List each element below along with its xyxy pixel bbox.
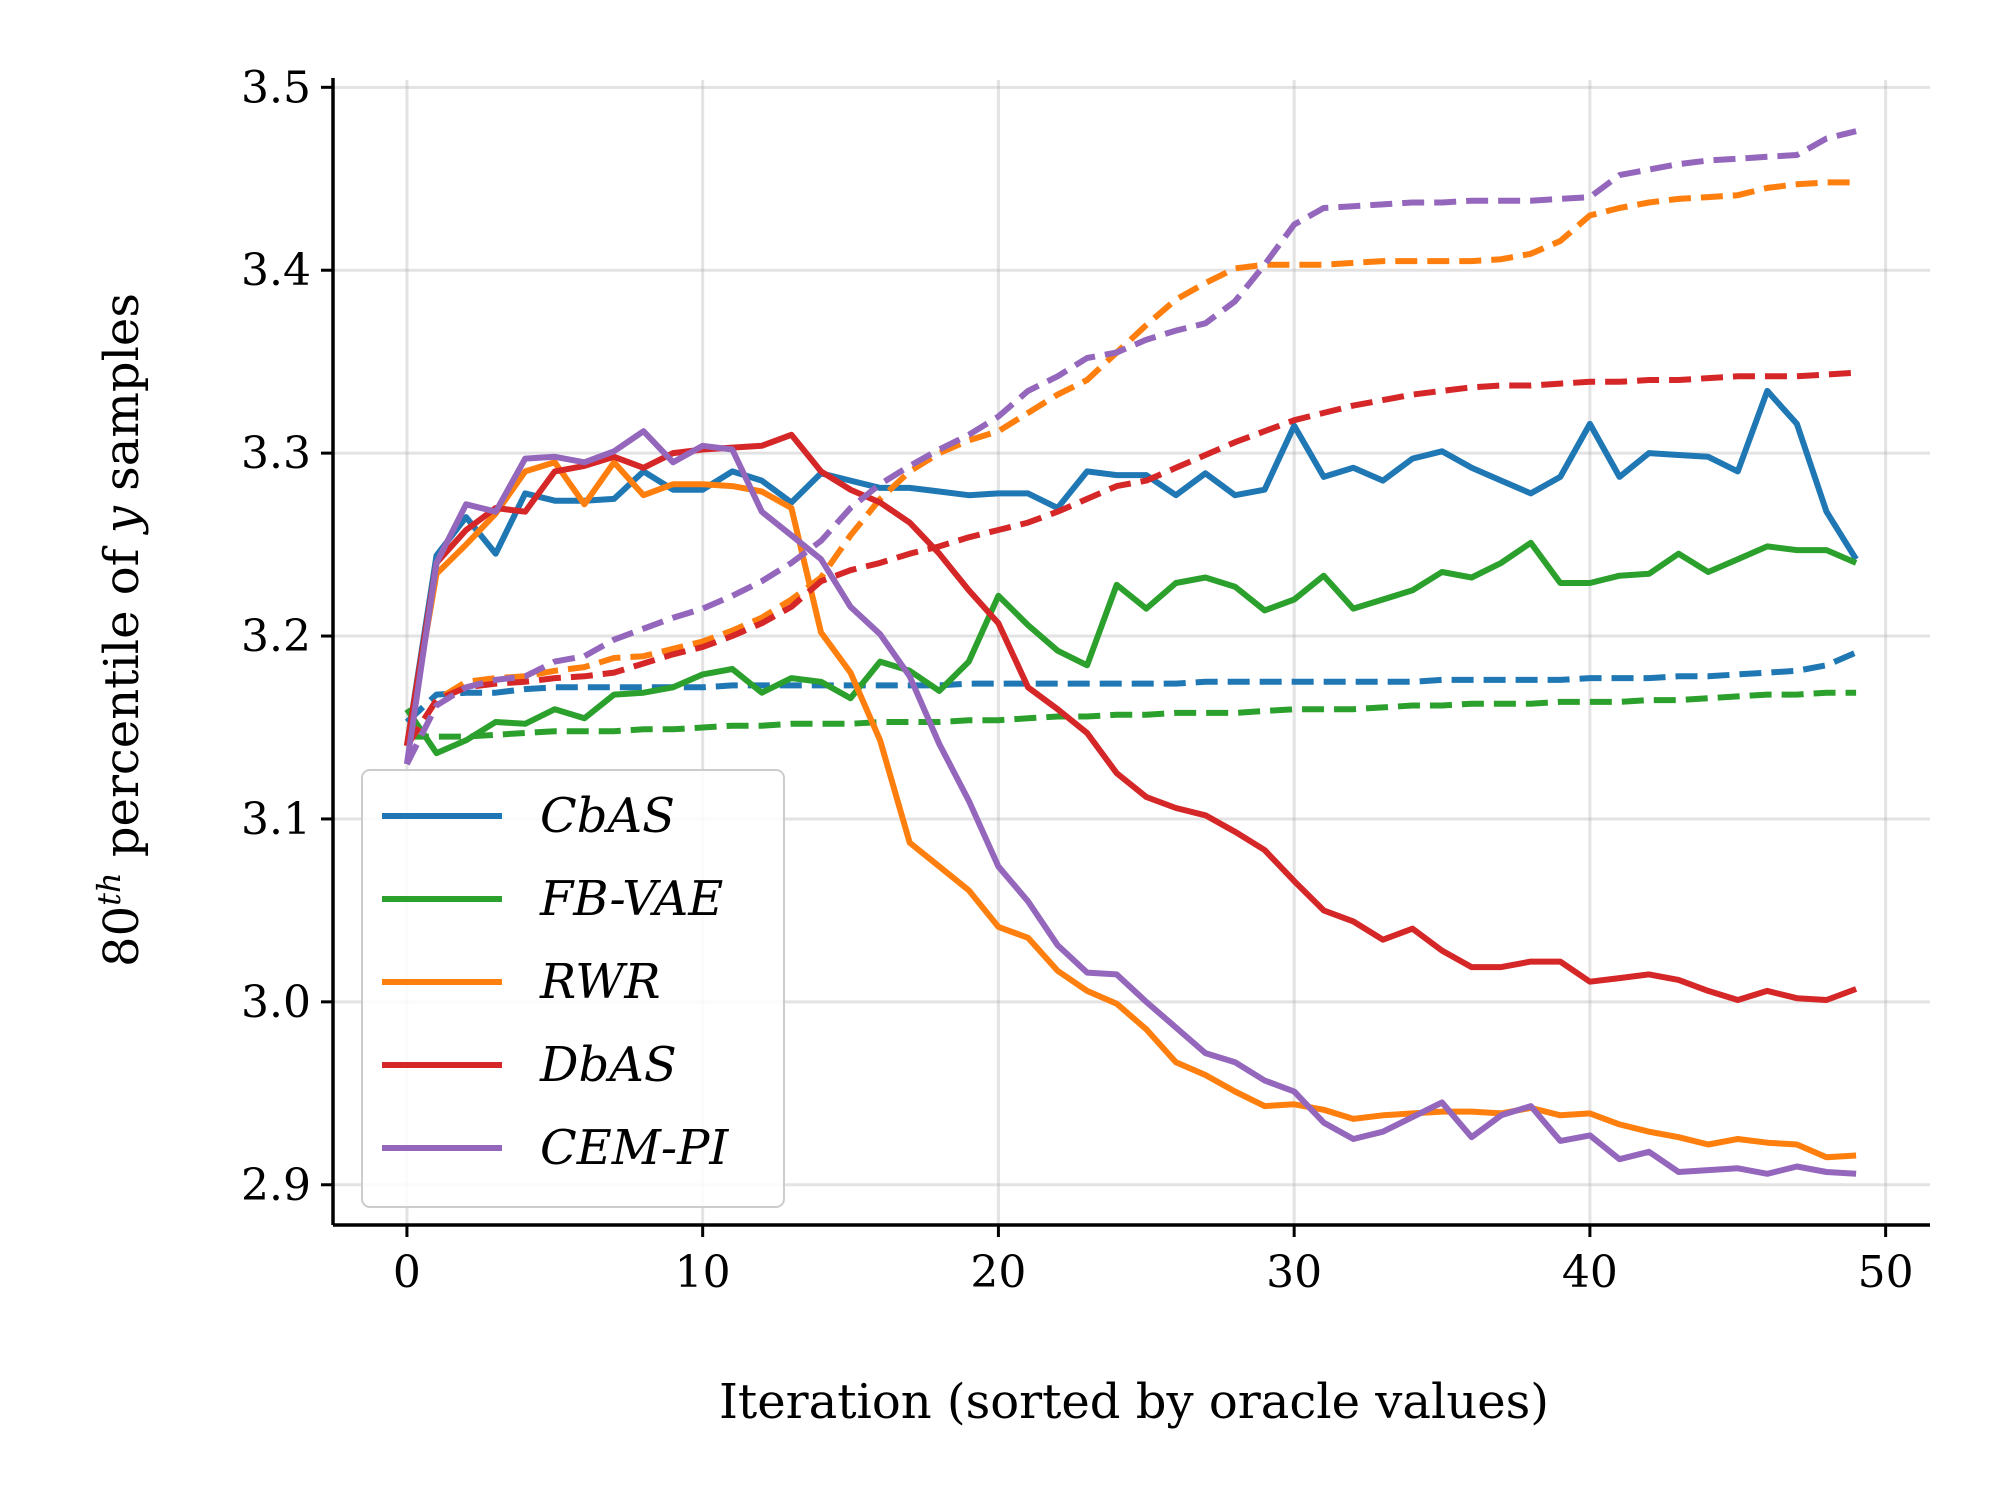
y-axis-label-end: samples [94, 293, 150, 506]
series-dbas-dashed [404, 369, 1857, 748]
legend-label-cem-pi: CEM-PI [540, 1120, 729, 1176]
x-tick-label: 0 [393, 1247, 421, 1298]
y-axis-label-rest: percentile of [94, 533, 150, 872]
y-axis-label-sup: th [90, 872, 128, 905]
series-cem-pi-dashed [404, 128, 1857, 766]
axes [321, 78, 1930, 1237]
x-tick-label: 40 [1562, 1247, 1618, 1298]
legend-label-fb-vae: FB-VAE [539, 871, 723, 927]
y-tick-label: 3.1 [241, 794, 311, 845]
y-axis-label-var: y [94, 505, 150, 535]
y-tick-label: 3.2 [241, 611, 311, 662]
x-tick-label: 30 [1266, 1247, 1322, 1298]
y-axis-label-base: 80 [94, 906, 150, 967]
series-rwr-dashed [404, 179, 1857, 748]
y-tick-label: 3.5 [241, 62, 311, 113]
y-tick-label: 3.0 [241, 977, 311, 1028]
legend: CbAS FB-VAE RWR DbAS CEM-PI [361, 769, 785, 1208]
x-tick-label: 50 [1858, 1247, 1914, 1298]
x-tick-label: 10 [675, 1247, 731, 1298]
series-cbas-dashed [404, 649, 1858, 725]
series-rwr-solid [403, 459, 1857, 1161]
legend-label-cbas: CbAS [540, 788, 675, 844]
series-cem-pi-solid [403, 428, 1857, 1177]
x-tick-label: 20 [970, 1247, 1026, 1298]
legend-box [361, 769, 785, 1208]
y-tick-label: 3.4 [241, 245, 311, 296]
series-dbas-solid [403, 431, 1858, 1003]
legend-label-dbas: DbAS [539, 1037, 677, 1093]
x-axis-label: Iteration (sorted by oracle values) [719, 1374, 1549, 1430]
y-tick-label: 2.9 [241, 1160, 311, 1211]
y-tick-label: 3.3 [241, 428, 311, 479]
y-axis-label: 80th percentile of y samples [90, 293, 150, 967]
series-lines [403, 128, 1859, 1177]
series-cbas-solid [403, 387, 1859, 747]
tick-labels: 0 10 20 30 40 50 2.9 3.0 3.1 3.2 3.3 3.4 3.5 [241, 62, 1914, 1298]
legend-label-rwr: RWR [539, 954, 661, 1010]
series-fb-vae-solid [404, 539, 1858, 757]
series-fb-vae-dashed [406, 689, 1857, 740]
